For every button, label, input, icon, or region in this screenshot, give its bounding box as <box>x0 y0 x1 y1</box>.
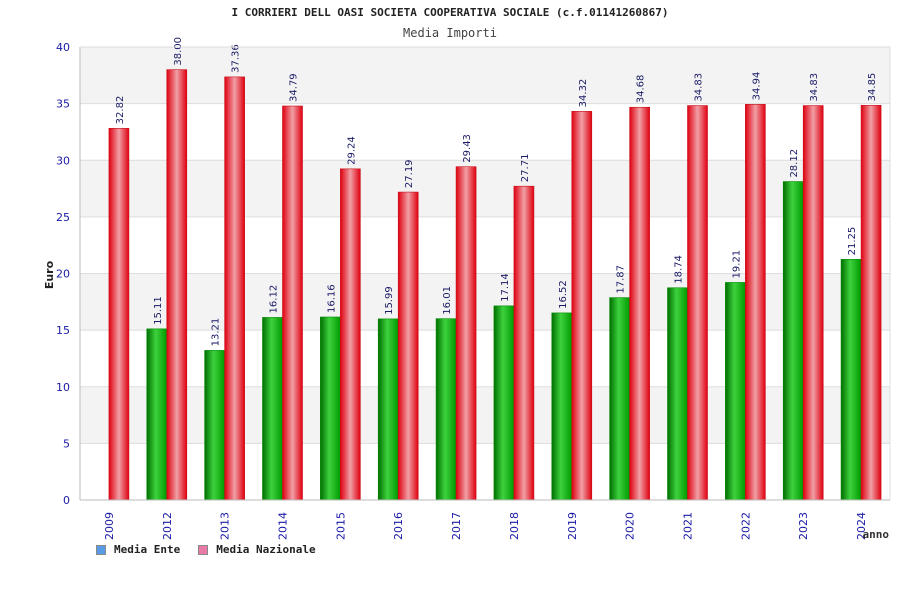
data-label-ente: 13.21 <box>211 318 222 347</box>
x-tick-label: 2012 <box>161 512 174 540</box>
data-label-nazionale: 34.68 <box>636 75 647 104</box>
x-tick-label: 2015 <box>334 512 347 540</box>
data-label-ente: 17.87 <box>616 265 627 294</box>
bar-media-nazionale <box>108 128 130 501</box>
data-label-nazionale: 34.32 <box>578 79 589 108</box>
bar-media-nazionale <box>629 106 650 501</box>
legend-item-nazionale: Media Nazionale <box>198 543 316 556</box>
grid-band <box>80 160 890 217</box>
y-tick-label: 0 <box>63 494 70 507</box>
bar-media-ente <box>840 259 862 501</box>
data-label-nazionale: 34.79 <box>289 73 300 102</box>
y-axis-label: Euro <box>43 260 56 289</box>
bar-media-nazionale <box>687 105 708 501</box>
bar-media-nazionale <box>166 69 188 501</box>
bar-media-ente <box>782 181 804 501</box>
y-tick-label: 10 <box>56 381 70 394</box>
bar-media-nazionale <box>513 185 535 501</box>
data-label-nazionale: 34.85 <box>867 73 878 102</box>
data-label-ente: 16.52 <box>558 280 569 309</box>
bar-media-ente <box>435 318 457 501</box>
x-tick-label: 2020 <box>624 512 637 540</box>
x-axis-label: anno <box>863 528 890 541</box>
bar-media-nazionale <box>340 168 361 501</box>
x-tick-label: 2013 <box>219 512 232 540</box>
data-label-nazionale: 29.24 <box>346 136 357 165</box>
bar-media-nazionale <box>282 105 303 501</box>
bar-media-nazionale <box>745 104 766 501</box>
legend-item-ente: Media Ente <box>96 543 180 556</box>
x-tick-label: 2021 <box>682 512 695 540</box>
bar-media-ente <box>320 316 341 501</box>
grid-band <box>80 47 890 104</box>
bar-media-ente <box>204 350 225 501</box>
bar-media-ente <box>551 312 573 501</box>
y-tick-label: 20 <box>56 268 70 281</box>
data-label-ente: 28.12 <box>789 149 800 178</box>
data-label-nazionale: 34.83 <box>809 73 820 102</box>
bar-media-ente <box>609 297 630 501</box>
bar-media-nazionale <box>455 166 477 501</box>
legend-swatch-ente <box>96 544 106 555</box>
bar-media-ente <box>725 282 746 501</box>
x-tick-label: 2024 <box>855 512 868 540</box>
data-label-nazionale: 27.19 <box>404 159 415 188</box>
data-label-ente: 21.25 <box>847 227 858 256</box>
data-label-ente: 17.14 <box>500 273 511 302</box>
data-label-ente: 15.99 <box>384 286 395 315</box>
y-tick-label: 25 <box>56 211 70 224</box>
bar-media-ente <box>262 317 283 501</box>
bar-media-ente <box>146 328 168 501</box>
legend-label-ente: Media Ente <box>114 543 181 556</box>
data-label-nazionale: 32.82 <box>115 96 126 125</box>
y-tick-label: 35 <box>56 98 70 111</box>
x-tick-label: 2016 <box>392 512 405 540</box>
bar-media-nazionale <box>802 105 824 501</box>
legend-swatch-nazionale <box>198 544 209 555</box>
chart-title: I CORRIERI DELL OASI SOCIETA COOPERATIVA… <box>231 6 669 19</box>
grid-band <box>80 386 890 444</box>
data-label-nazionale: 27.71 <box>520 154 531 183</box>
data-label-nazionale: 38.00 <box>173 37 184 66</box>
legend: Media Ente Media Nazionale <box>96 543 316 556</box>
data-label-ente: 16.01 <box>442 286 453 315</box>
x-tick-label: 2009 <box>103 512 116 540</box>
x-tick-label: 2017 <box>450 512 463 540</box>
data-label-ente: 16.16 <box>326 284 337 313</box>
x-tick-label: 2023 <box>797 512 810 540</box>
bar-media-ente <box>667 287 688 501</box>
bar-media-ente <box>493 305 515 501</box>
chart-subtitle: Media Importi <box>403 26 497 40</box>
data-label-nazionale: 34.83 <box>694 73 705 102</box>
y-tick-label: 5 <box>63 437 70 450</box>
data-label-nazionale: 37.36 <box>231 44 242 73</box>
data-label-ente: 15.11 <box>153 296 164 325</box>
y-tick-label: 40 <box>56 41 70 54</box>
data-label-ente: 16.12 <box>269 285 280 314</box>
x-tick-label: 2022 <box>739 512 752 540</box>
data-label-ente: 19.21 <box>731 250 742 279</box>
x-tick-label: 2019 <box>566 512 579 540</box>
bar-media-nazionale <box>224 76 245 501</box>
bar-media-nazionale <box>860 105 882 501</box>
bar-media-nazionale <box>397 191 419 501</box>
y-tick-label: 15 <box>56 324 70 337</box>
x-tick-label: 2018 <box>508 512 521 540</box>
data-label-nazionale: 29.43 <box>462 134 473 163</box>
legend-label-nazionale: Media Nazionale <box>216 543 316 556</box>
data-label-nazionale: 34.94 <box>751 72 762 101</box>
bar-media-ente <box>377 318 399 501</box>
bar-media-nazionale <box>571 111 593 501</box>
grid-band <box>80 273 890 331</box>
x-tick-label: 2014 <box>277 512 290 540</box>
data-label-ente: 18.74 <box>674 255 685 284</box>
y-tick-label: 30 <box>56 154 70 167</box>
